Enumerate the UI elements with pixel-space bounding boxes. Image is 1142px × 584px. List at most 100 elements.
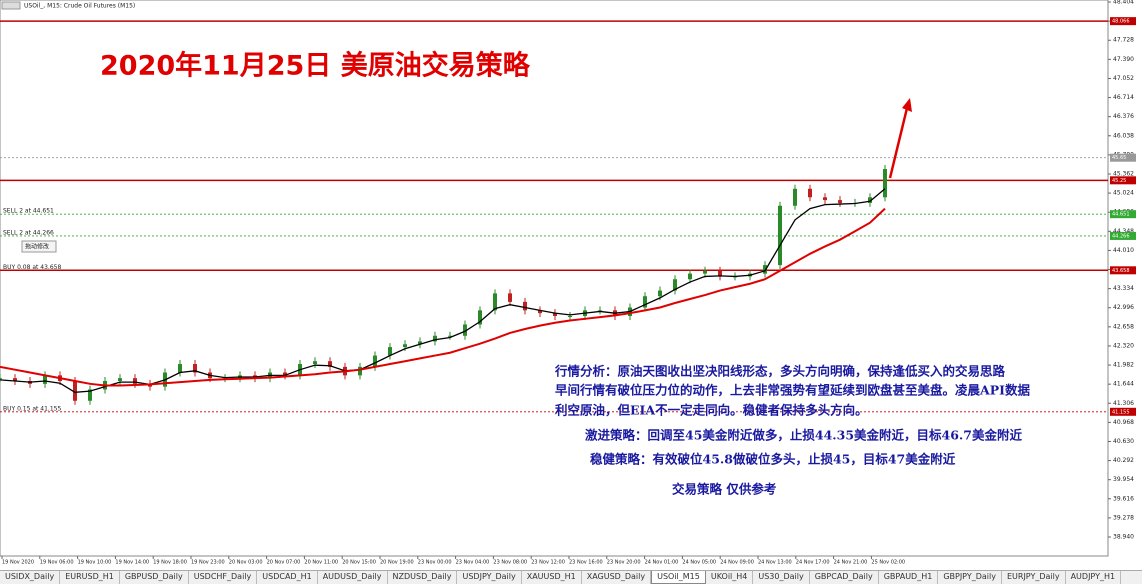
x-tick-label: 23 Nov 00:00 <box>418 560 452 566</box>
y-tick-label: 44.348 <box>1113 228 1134 235</box>
tab[interactable]: EURUSD_H1 <box>60 571 120 584</box>
candle <box>418 341 422 345</box>
arrow <box>888 103 910 179</box>
tab[interactable]: NZDUSD_Daily <box>388 571 458 584</box>
y-tick-label: 40.292 <box>1113 457 1134 464</box>
tab[interactable]: GBPAUD_H1 <box>879 571 939 584</box>
chart-title: 2020年11月25日 美原油交易策略 <box>100 50 531 82</box>
candle <box>43 375 47 384</box>
candle <box>283 372 287 376</box>
level-label: SELL 2 at 44.266 <box>3 229 54 236</box>
tab[interactable]: GBPUSD_Daily <box>120 571 189 584</box>
x-tick-label: 20 Nov 07:00 <box>267 560 301 566</box>
candle <box>523 301 527 311</box>
level-tag <box>1110 231 1136 240</box>
candle <box>703 270 707 274</box>
candle <box>808 188 812 198</box>
candle <box>508 293 512 302</box>
x-tick-label: 19 Nov 14:00 <box>115 560 149 566</box>
plot-frame <box>0 0 1109 557</box>
candle <box>673 279 677 291</box>
y-tick-label: 48.404 <box>1113 0 1134 6</box>
level-tag <box>1110 153 1136 162</box>
y-tick-label: 44.010 <box>1113 247 1134 254</box>
y-tick-label: 42.996 <box>1113 304 1134 311</box>
candle <box>718 270 722 277</box>
drag-button-label[interactable]: 拖动修改 <box>25 243 49 251</box>
tab[interactable]: GBPJPY_Daily <box>938 571 1002 584</box>
level-tag-label: 48.066 <box>1112 19 1130 25</box>
tab[interactable]: GBPCAD_Daily <box>810 571 879 584</box>
annotation: 早间行情有破位压力位的动作，上去非常强势有望延续到欧盘甚至美盘。凌晨API数据 <box>555 383 1030 398</box>
tab[interactable]: USDCAD_H1 <box>257 571 318 584</box>
candle <box>688 273 692 280</box>
candle <box>883 169 887 198</box>
x-tick-label: 19 Nov 18:00 <box>153 560 187 566</box>
y-tick-label: 40.630 <box>1113 438 1134 445</box>
arrow-head <box>902 98 912 112</box>
tab[interactable]: USIDX_Daily <box>0 571 61 584</box>
candle <box>763 265 767 274</box>
tab[interactable]: UKOil_H4 <box>706 571 754 584</box>
candle <box>658 290 662 297</box>
x-tick-label: 24 Nov 01:00 <box>645 560 679 566</box>
candle <box>373 355 377 367</box>
x-tick-label: 23 Nov 08:00 <box>493 560 527 566</box>
level-label: SELL 2 at 44.651 <box>3 208 54 215</box>
x-tick-label: 19 Nov 2020 <box>2 560 34 566</box>
y-tick-label: 42.320 <box>1113 342 1134 349</box>
y-tick-label: 46.714 <box>1113 94 1134 101</box>
x-tick-label: 23 Nov 16:00 <box>569 560 603 566</box>
y-tick-label: 39.278 <box>1113 514 1134 521</box>
tab[interactable]: USDJPY_Daily <box>457 571 522 584</box>
x-tick-label: 23 Nov 04:00 <box>456 560 490 566</box>
candle <box>313 361 317 365</box>
candle <box>793 188 797 206</box>
candle <box>88 389 92 401</box>
tab-bar: USIDX_Daily EURUSD_H1 GBPUSD_Daily USDCHF_D… <box>0 570 1142 584</box>
candle <box>118 378 122 381</box>
candle <box>868 197 872 203</box>
candle <box>568 315 572 317</box>
level-tag <box>1110 176 1136 185</box>
y-tick-label: 39.954 <box>1113 476 1134 483</box>
x-tick-label: 25 Nov 02:00 <box>871 560 905 566</box>
y-tick-label: 42.658 <box>1113 323 1134 330</box>
candle <box>463 324 467 336</box>
x-tick-label: 24 Nov 21:00 <box>834 560 868 566</box>
candle <box>643 296 647 308</box>
candle <box>823 197 827 201</box>
y-tick-label: 46.376 <box>1113 113 1134 120</box>
candle <box>358 366 362 376</box>
annotation: 利空原油，但EIA不一定走同向。稳健者保持多头方向。 <box>555 403 868 418</box>
annotation: 激进策略：回调至45美金附近做多，止损44.35美金附近，目标46.7美金附近 <box>585 428 1022 443</box>
tab[interactable]: US30_Daily <box>753 571 810 584</box>
annotation: 行情分析：原油天图收出坚决阳线形态，多头方向明确，保持逢低买入的交易思路 <box>554 364 1006 379</box>
candle <box>388 347 392 356</box>
tab[interactable]: USDCHF_Daily <box>189 571 258 584</box>
x-tick-label: 20 Nov 15:00 <box>342 560 376 566</box>
level-tag-label: 44.651 <box>1112 212 1130 218</box>
x-tick-label: 23 Nov 20:00 <box>607 560 641 566</box>
x-tick-label: 24 Nov 09:00 <box>720 560 754 566</box>
level-tag <box>1110 210 1136 219</box>
candle <box>328 361 332 367</box>
x-tick-label: 19 Nov 10:00 <box>78 560 112 566</box>
y-tick-label: 41.644 <box>1113 381 1134 388</box>
candle <box>0 378 2 380</box>
x-tick-label: 20 Nov 19:00 <box>380 560 414 566</box>
y-tick-label: 47.728 <box>1113 37 1134 44</box>
tab[interactable]: EURJPY_Daily <box>1002 571 1066 584</box>
tab[interactable]: XAGUSD_Daily <box>582 571 652 584</box>
level-tag <box>1110 266 1136 275</box>
tab[interactable]: USOil_M15 <box>651 571 706 584</box>
chart: USOil_, M15: Crude Oil Futures (M15) 202… <box>0 0 1136 566</box>
tab[interactable]: AUDUSD_Daily <box>318 571 388 584</box>
y-tick-label: 39.616 <box>1113 495 1134 502</box>
level-tag-label: 45.25 <box>1112 178 1126 184</box>
drag-button[interactable] <box>21 240 57 253</box>
tab[interactable]: AUDJPY_H1 <box>1066 571 1122 584</box>
tab[interactable]: XAUUSD_H1 <box>522 571 582 584</box>
y-tick-label: 43.334 <box>1113 285 1134 292</box>
